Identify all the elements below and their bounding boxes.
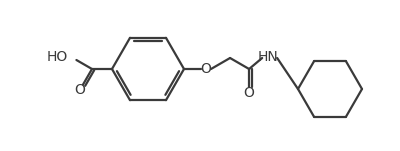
Text: HO: HO <box>46 50 68 64</box>
Text: HN: HN <box>258 50 278 64</box>
Text: O: O <box>74 83 86 97</box>
Text: O: O <box>200 62 212 76</box>
Text: O: O <box>244 86 254 100</box>
